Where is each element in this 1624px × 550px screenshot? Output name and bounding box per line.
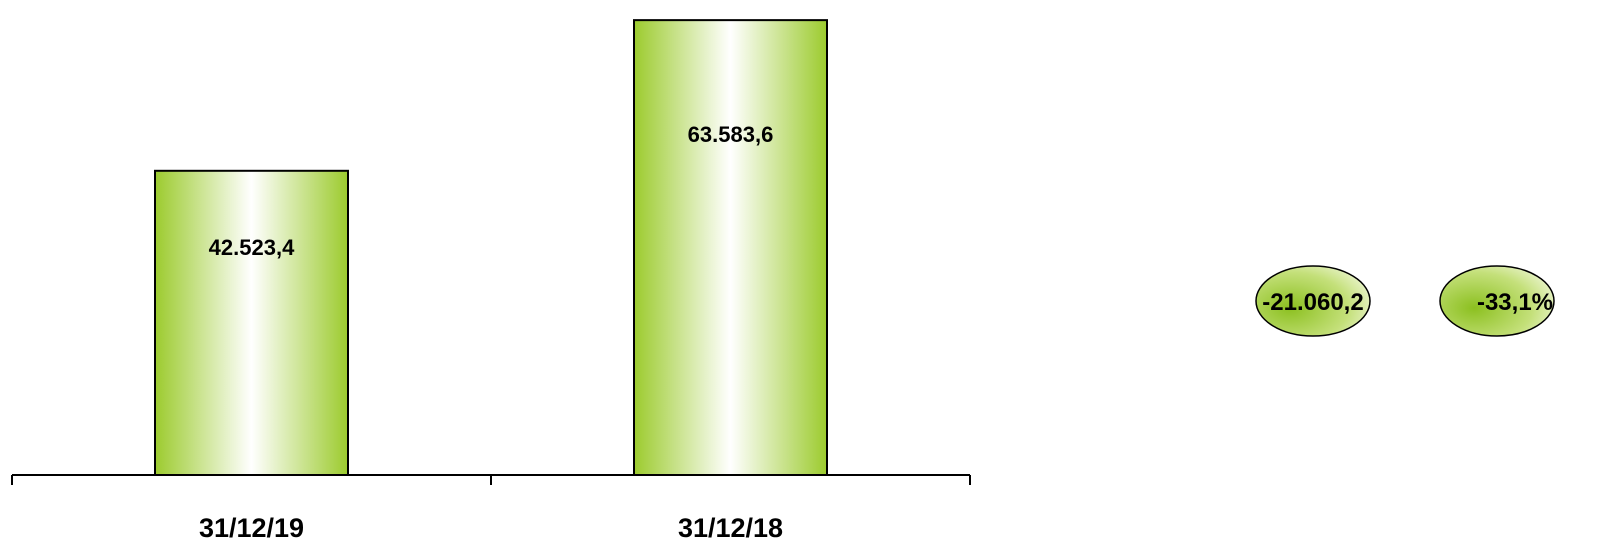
percent-change-text: -33,1% bbox=[1477, 289, 1553, 316]
bar-31-12-19 bbox=[154, 169, 349, 477]
value-labels-group: 42.523,4 63.583,6 bbox=[209, 122, 774, 260]
absolute-change-text: -21.060,2 bbox=[1262, 289, 1363, 316]
percent-change-ellipse bbox=[1439, 265, 1555, 337]
absolute-change-ellipse bbox=[1255, 265, 1371, 337]
bars-group bbox=[154, 19, 828, 477]
x-axis-ticks bbox=[11, 475, 971, 485]
bar-value-label: 63.583,6 bbox=[688, 122, 774, 147]
percent-change-badge: -33,1% bbox=[1439, 265, 1555, 337]
x-tick-label: 31/12/19 bbox=[199, 513, 304, 543]
absolute-change-badge: -21.060,2 bbox=[1255, 265, 1371, 337]
bar-value-label: 42.523,4 bbox=[209, 235, 295, 260]
x-tick-label: 31/12/18 bbox=[678, 513, 783, 543]
x-axis-tick-labels: 31/12/19 31/12/18 bbox=[199, 513, 783, 543]
bar-31-12-18 bbox=[633, 19, 828, 476]
